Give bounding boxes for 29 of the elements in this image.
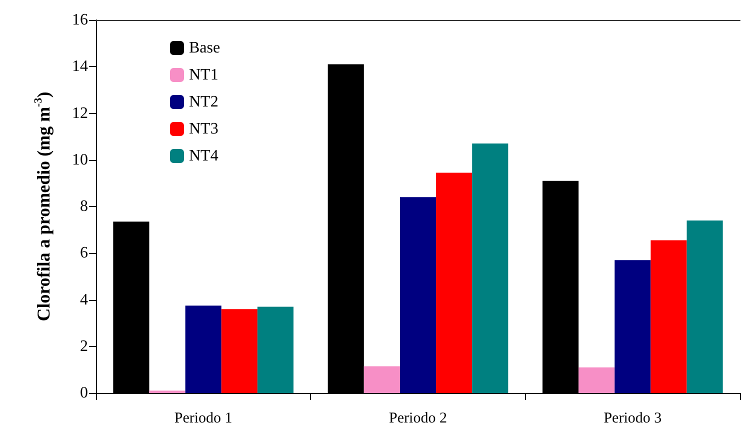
bar bbox=[364, 366, 400, 393]
bar bbox=[185, 306, 222, 393]
y-tick-label: 4 bbox=[80, 291, 88, 308]
bar bbox=[400, 197, 436, 393]
y-tick-label: 8 bbox=[80, 198, 88, 215]
y-tick-label: 10 bbox=[72, 151, 88, 168]
x-tick-label: Periodo 1 bbox=[174, 410, 232, 426]
y-axis-title: Clorofila a promedio (mg m-3) bbox=[32, 92, 54, 322]
y-tick-label: 6 bbox=[80, 244, 88, 262]
bar bbox=[436, 172, 472, 393]
bar bbox=[650, 240, 687, 393]
y-tick-label: 0 bbox=[80, 384, 88, 402]
bar bbox=[686, 220, 723, 393]
bar bbox=[614, 260, 651, 393]
bar bbox=[578, 367, 615, 393]
bar bbox=[472, 144, 508, 393]
legend-label: Base bbox=[189, 40, 220, 56]
legend-label: NT2 bbox=[189, 94, 218, 110]
legend-label: NT4 bbox=[189, 148, 218, 164]
y-tick-label: 2 bbox=[80, 338, 88, 355]
x-tick-label: Periodo 3 bbox=[604, 410, 662, 426]
bar bbox=[257, 306, 294, 393]
y-tick-label: 12 bbox=[72, 104, 88, 122]
legend-label: NT3 bbox=[189, 120, 218, 138]
y-tick-label: 16 bbox=[72, 12, 88, 28]
x-tick-label: Periodo 2 bbox=[389, 410, 447, 426]
y-tick-label: 14 bbox=[72, 58, 88, 76]
bar bbox=[221, 309, 258, 393]
legend-label: NT1 bbox=[189, 66, 218, 84]
